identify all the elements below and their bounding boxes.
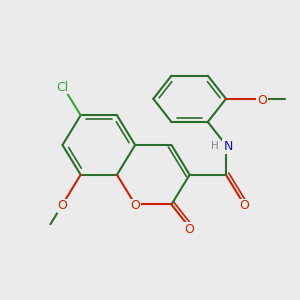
Text: Cl: Cl	[56, 81, 69, 94]
Text: O: O	[185, 223, 195, 236]
Text: N: N	[223, 140, 233, 153]
Text: O: O	[58, 200, 68, 212]
Text: H: H	[211, 141, 219, 151]
Text: O: O	[257, 94, 267, 107]
Text: O: O	[130, 200, 140, 212]
Text: O: O	[239, 200, 249, 212]
